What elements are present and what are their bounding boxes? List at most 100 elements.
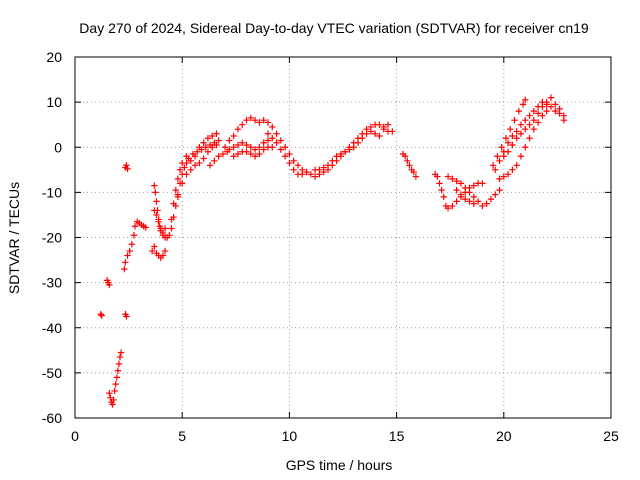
data-point (436, 180, 443, 187)
data-point (494, 153, 501, 160)
data-point (170, 200, 177, 207)
data-point (206, 162, 214, 169)
data-point (269, 135, 276, 142)
data-point (556, 110, 563, 117)
data-point (470, 200, 477, 207)
data-point (148, 247, 156, 255)
data-point (112, 380, 119, 388)
data-point (333, 153, 340, 160)
data-point (492, 166, 499, 174)
data-point (341, 148, 349, 155)
data-point (204, 135, 212, 142)
plot-frame (74, 56, 612, 419)
data-point (153, 211, 160, 219)
data-point (337, 150, 345, 158)
data-point (513, 135, 520, 142)
data-point (444, 173, 452, 180)
data-point (320, 164, 327, 171)
data-point (406, 162, 413, 169)
data-point (479, 180, 486, 187)
data-point (126, 247, 133, 255)
data-point (530, 107, 538, 115)
data-point (474, 198, 482, 205)
data-point (311, 173, 319, 180)
data-point (401, 153, 409, 160)
data-point (515, 107, 523, 115)
data-point (113, 374, 121, 381)
data-point (412, 173, 420, 180)
data-point (449, 202, 456, 210)
data-point (457, 180, 465, 187)
data-point (168, 225, 175, 232)
data-point (260, 116, 267, 124)
data-point (269, 123, 276, 131)
data-point (256, 150, 263, 158)
data-point (496, 186, 503, 194)
axis-ticks: 0 5 10 15 20 25 -60 -50 -40 -30 -20 -10 0 10 20 (42, 49, 619, 444)
data-point (509, 166, 516, 174)
data-point (410, 168, 417, 176)
data-point (124, 165, 131, 173)
data-point (389, 128, 396, 135)
data-point (260, 146, 267, 153)
data-point (124, 252, 131, 259)
data-points (97, 94, 568, 408)
data-point (277, 137, 285, 144)
data-point (552, 101, 559, 108)
data-point (444, 204, 452, 212)
x-tick-label: 15 (389, 428, 405, 444)
data-point (247, 150, 255, 158)
data-point (496, 157, 503, 164)
data-point (526, 112, 533, 119)
data-point (470, 182, 477, 189)
data-point (489, 162, 497, 169)
data-point (404, 157, 411, 164)
data-point (547, 94, 555, 101)
data-point (172, 186, 179, 194)
data-point (200, 139, 207, 146)
data-point (161, 247, 169, 255)
data-point (299, 171, 306, 178)
data-point (151, 182, 158, 189)
y-tick-label: -20 (42, 230, 62, 246)
x-tick-label: 25 (603, 428, 619, 444)
data-point (202, 144, 209, 151)
data-point (281, 153, 289, 160)
data-point (213, 141, 220, 149)
data-point (509, 132, 516, 140)
y-tick-label: -10 (42, 184, 62, 200)
data-point (273, 139, 280, 146)
data-point (247, 114, 255, 122)
data-point (256, 144, 263, 151)
data-point (226, 137, 233, 144)
data-point (380, 126, 387, 133)
data-point (290, 157, 297, 164)
data-point (179, 159, 186, 167)
data-point (264, 137, 272, 144)
data-point (522, 126, 529, 133)
data-point (519, 101, 527, 108)
data-point (226, 146, 233, 153)
data-point (142, 224, 149, 231)
data-point (496, 175, 503, 183)
data-point (498, 144, 505, 151)
data-point (507, 126, 514, 133)
data-point (98, 312, 105, 319)
data-point (273, 130, 280, 137)
data-point (122, 259, 129, 266)
data-point (543, 101, 550, 108)
data-point (234, 150, 242, 158)
data-point (440, 193, 447, 201)
data-point (509, 141, 516, 149)
y-axis-label: SDTVAR / TECUs (6, 182, 22, 294)
data-point (155, 218, 162, 225)
data-point (517, 153, 525, 160)
data-point (264, 119, 272, 126)
data-point (106, 281, 113, 289)
data-point (453, 177, 460, 185)
data-point (187, 166, 194, 174)
data-point (183, 171, 190, 178)
data-point (470, 193, 477, 201)
data-point (294, 162, 302, 169)
data-point (354, 139, 362, 146)
